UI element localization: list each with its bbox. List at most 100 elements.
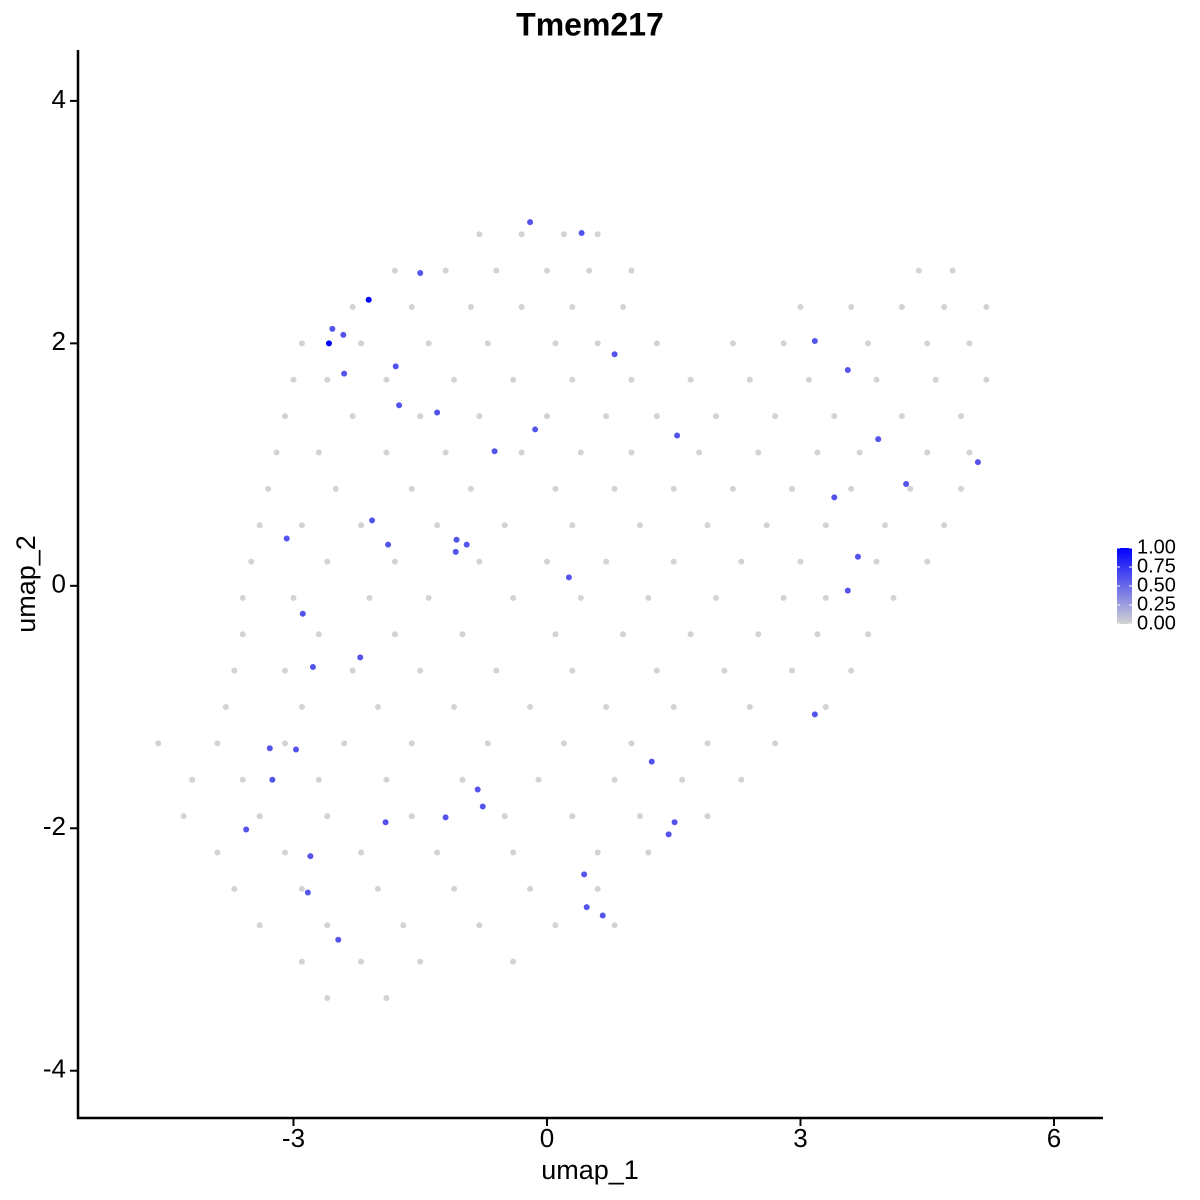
point [586,267,593,274]
point [290,376,297,383]
point [273,449,280,456]
point [674,432,681,439]
point [648,758,655,765]
point [269,776,276,783]
point [831,494,838,501]
point [611,922,618,929]
point [476,558,483,565]
point [484,740,491,747]
point [949,267,956,274]
point [476,922,483,929]
point [738,776,745,783]
y-tick-label: -2 [43,811,66,841]
point [811,337,818,344]
color-bar [1117,548,1132,624]
point [451,704,458,711]
point [560,740,567,747]
point [569,813,576,820]
point [670,485,677,492]
point [324,813,331,820]
point [865,340,872,347]
point [239,631,246,638]
point [417,413,424,420]
point [603,413,610,420]
point [239,776,246,783]
point [772,740,779,747]
point [358,849,365,856]
point [535,776,542,783]
x-tick-label: 3 [793,1123,807,1153]
point [881,522,888,529]
point [772,413,779,420]
point [941,303,948,310]
point [594,885,601,892]
legend-label: 0.50 [1137,574,1176,596]
point [340,331,347,338]
point [599,912,606,919]
point [527,219,534,226]
point [309,664,316,671]
point [670,704,677,711]
point [903,480,910,487]
point [527,885,534,892]
point [474,786,481,793]
point [332,485,339,492]
point [628,267,635,274]
point [290,594,297,601]
point [958,413,965,420]
point [755,631,762,638]
point [282,667,289,674]
point [425,340,432,347]
point [442,449,449,456]
y-tick-label: 4 [52,84,66,114]
point [687,631,694,638]
point [797,558,804,565]
point [569,522,576,529]
point [315,449,322,456]
point [822,594,829,601]
point [374,885,381,892]
point [712,594,719,601]
point [924,558,931,565]
point [560,231,567,238]
point [789,485,796,492]
point [293,746,300,753]
point [365,296,372,303]
point [746,704,753,711]
point [385,541,392,548]
point [696,449,703,456]
point [628,376,635,383]
point [915,267,922,274]
point [822,704,829,711]
point [304,889,311,896]
point [814,449,821,456]
point [282,849,289,856]
point [611,485,618,492]
point [565,574,572,581]
point [543,267,550,274]
point [907,485,914,492]
point [417,667,424,674]
point [324,994,331,1001]
point [417,958,424,965]
point [180,813,187,820]
point [577,594,584,601]
point [307,853,314,860]
point [358,522,365,529]
point [248,558,255,565]
point [679,776,686,783]
point [594,231,601,238]
point [214,849,221,856]
legend-label: 0.75 [1137,555,1176,577]
point [467,303,474,310]
point [780,340,787,347]
point [358,340,365,347]
point [391,558,398,565]
x-tick-label: 0 [540,1123,554,1153]
point [491,448,498,455]
point [665,831,672,838]
point [341,740,348,747]
point [958,485,965,492]
point [653,667,660,674]
point [856,449,863,456]
